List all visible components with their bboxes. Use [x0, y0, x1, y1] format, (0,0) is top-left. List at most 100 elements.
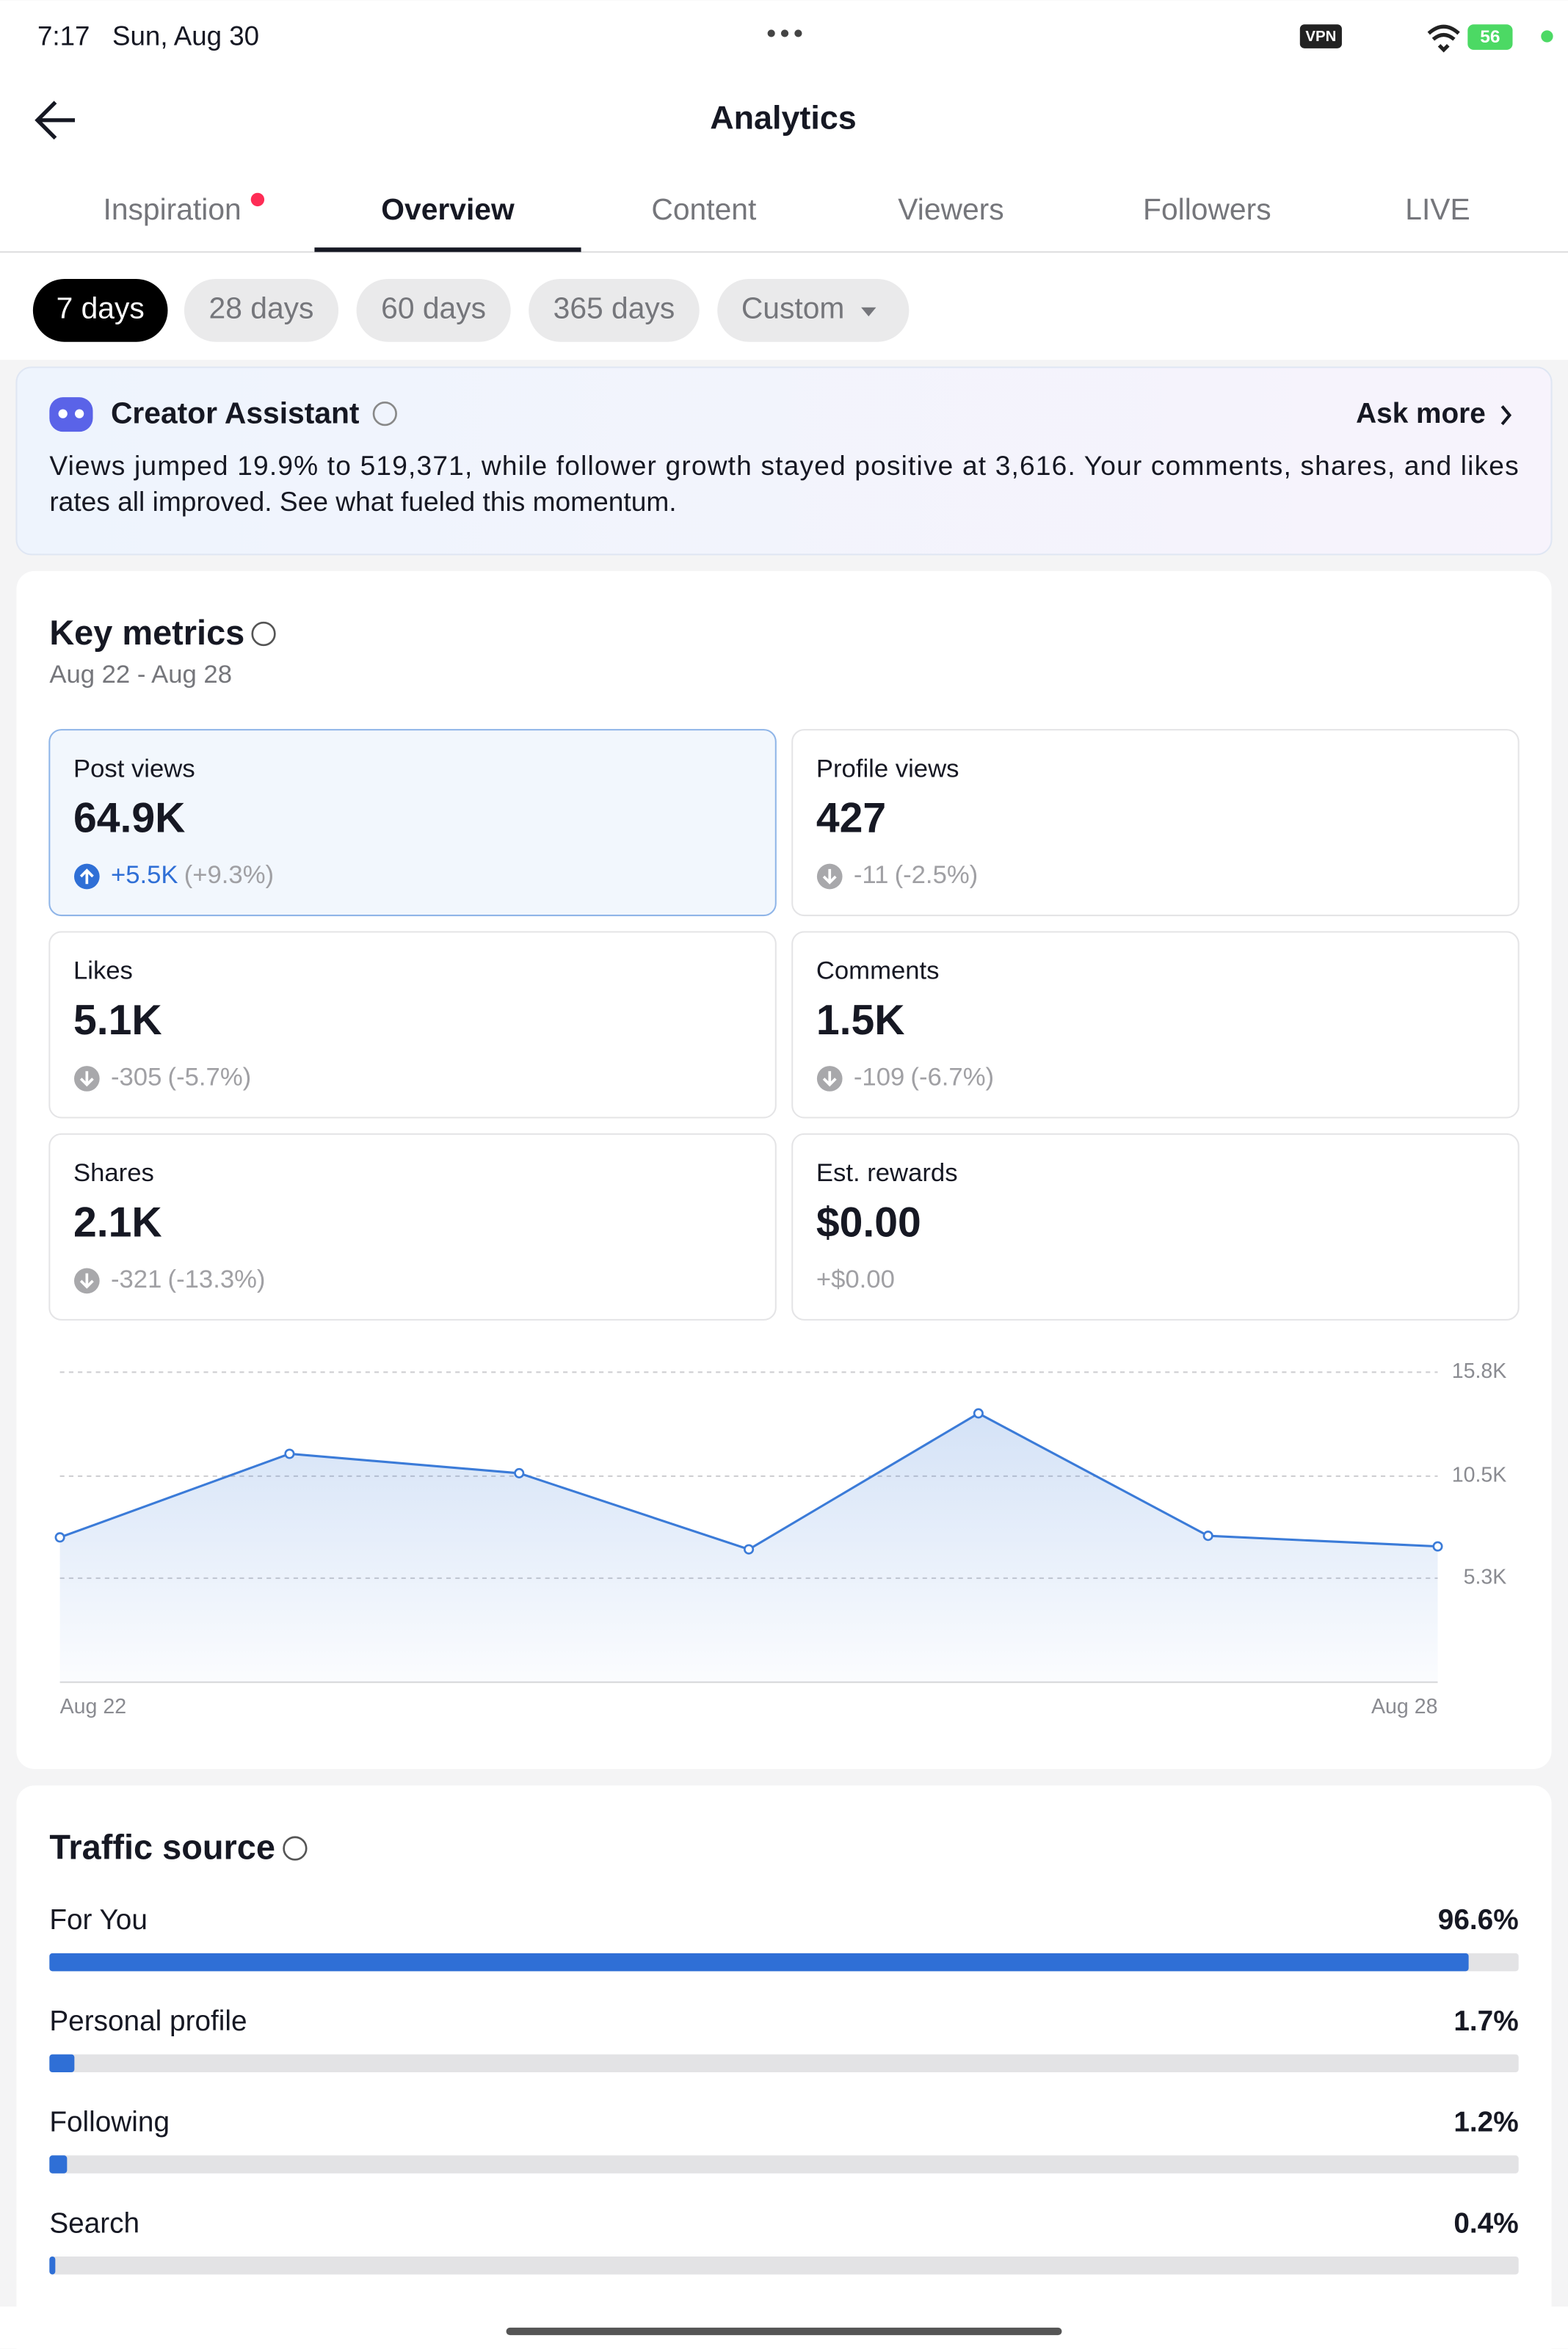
bar-track	[49, 2155, 1519, 2174]
metric-change-pct: (-13.3%)	[168, 1266, 266, 1293]
source-value: 1.2%	[1453, 2107, 1518, 2138]
assistant-text: rates all improved. See what fueled this…	[49, 486, 676, 517]
metric-change-pct: (-5.7%)	[168, 1064, 252, 1092]
y-tick-label: 15.8K	[1452, 1359, 1507, 1383]
range-pill[interactable]	[32, 279, 168, 342]
vpn-badge	[1299, 24, 1342, 48]
assistant-icon	[49, 397, 93, 432]
tab[interactable]: Followers	[1143, 192, 1271, 226]
notification-dot	[250, 192, 265, 207]
range-label: 28 days	[209, 291, 314, 325]
metric-tile[interactable]	[48, 1133, 777, 1321]
dropdown-caret	[861, 307, 876, 317]
area	[59, 1413, 1438, 1682]
home-indicator	[506, 2327, 1062, 2336]
point	[284, 1448, 295, 1459]
metric-change: +5.5K	[111, 861, 178, 889]
bar-track	[49, 2054, 1519, 2073]
assistant-action[interactable]: Ask more	[1356, 398, 1486, 429]
source-value: 1.7%	[1453, 2005, 1518, 2037]
bar-track	[49, 2256, 1519, 2275]
status-dot	[780, 29, 789, 37]
battery-level: 56	[1480, 27, 1500, 47]
tab[interactable]: LIVE	[1405, 192, 1470, 226]
assistant-title: Creator Assistant	[111, 396, 360, 429]
metric-change: -11	[854, 861, 889, 889]
metric-change: +$0.00	[816, 1266, 895, 1293]
wifi-icon	[1427, 24, 1460, 53]
tab[interactable]: Inspiration	[103, 192, 241, 226]
bar	[49, 2054, 75, 2073]
divider	[0, 251, 1568, 253]
source-name: Search	[49, 2207, 139, 2239]
back-button[interactable]	[35, 101, 76, 140]
charge-dot	[1541, 30, 1553, 43]
trend-arrow	[79, 868, 94, 885]
assistant-card	[15, 366, 1553, 556]
point	[54, 1532, 65, 1543]
page-title: Analytics	[710, 99, 857, 137]
metric-value: 1.5K	[816, 997, 905, 1044]
tab[interactable]: Content	[651, 192, 757, 226]
metric-label: Est. rewards	[816, 1159, 958, 1187]
metric-change: -109	[854, 1064, 904, 1092]
metric-label: Shares	[73, 1159, 154, 1187]
status-dot	[767, 29, 775, 37]
point	[1202, 1531, 1213, 1542]
icon-eye	[58, 409, 68, 418]
source-name: For You	[49, 1904, 148, 1936]
range-pill[interactable]	[184, 279, 339, 342]
tab[interactable]: Viewers	[898, 192, 1003, 226]
metric-tile[interactable]	[791, 1133, 1520, 1321]
range-pill[interactable]	[717, 279, 910, 342]
metric-tile[interactable]	[48, 729, 777, 917]
x-tick-label: Aug 22	[60, 1695, 126, 1718]
point	[1432, 1541, 1443, 1552]
range-label: Custom	[741, 291, 845, 325]
chevron	[1500, 405, 1512, 426]
assistant-text: Views jumped 19.9% to 519,371, while fol…	[49, 450, 1518, 481]
tab-underline	[314, 247, 581, 253]
range-pill[interactable]	[356, 279, 511, 342]
y-tick-label: 10.5K	[1452, 1464, 1507, 1487]
metric-change-pct: (+9.3%)	[184, 861, 274, 889]
metric-label: Post views	[73, 755, 195, 783]
tab[interactable]: Overview	[381, 192, 515, 226]
vpn-label: VPN	[1305, 29, 1336, 45]
metrics-title: Key metrics	[49, 614, 244, 652]
status-dot	[794, 29, 802, 37]
bar	[49, 2256, 56, 2275]
metric-tile[interactable]	[791, 729, 1520, 917]
metric-change-pct: (-2.5%)	[895, 861, 979, 889]
trend-arrow	[822, 868, 837, 885]
metric-tile[interactable]	[791, 931, 1520, 1119]
metric-value: 427	[816, 795, 886, 842]
metric-label: Comments	[816, 957, 940, 985]
icon-eye	[75, 409, 84, 418]
traffic-title: Traffic source	[49, 1828, 275, 1866]
source-value: 96.6%	[1438, 1904, 1519, 1936]
metric-label: Likes	[73, 957, 133, 985]
source-name: Following	[49, 2107, 170, 2138]
bar	[49, 2155, 68, 2174]
metric-value: 2.1K	[73, 1199, 162, 1246]
metric-tile[interactable]	[48, 931, 777, 1119]
range-pill[interactable]	[529, 279, 700, 342]
source-value: 0.4%	[1453, 2207, 1518, 2239]
metric-change: -305	[111, 1064, 161, 1092]
range-label: 365 days	[553, 291, 675, 325]
range-label: 7 days	[57, 291, 145, 325]
battery	[1467, 24, 1513, 50]
metric-value: 5.1K	[73, 997, 162, 1044]
metric-change-pct: (-6.7%)	[910, 1064, 994, 1092]
point	[514, 1467, 525, 1478]
source-name: Personal profile	[49, 2005, 247, 2037]
range-label: 60 days	[381, 291, 486, 325]
status-date: Sun, Aug 30	[112, 21, 259, 51]
info-icon	[372, 401, 397, 426]
trend-arrow	[79, 1273, 94, 1289]
metric-value: 64.9K	[73, 795, 185, 842]
info-icon	[251, 621, 276, 647]
